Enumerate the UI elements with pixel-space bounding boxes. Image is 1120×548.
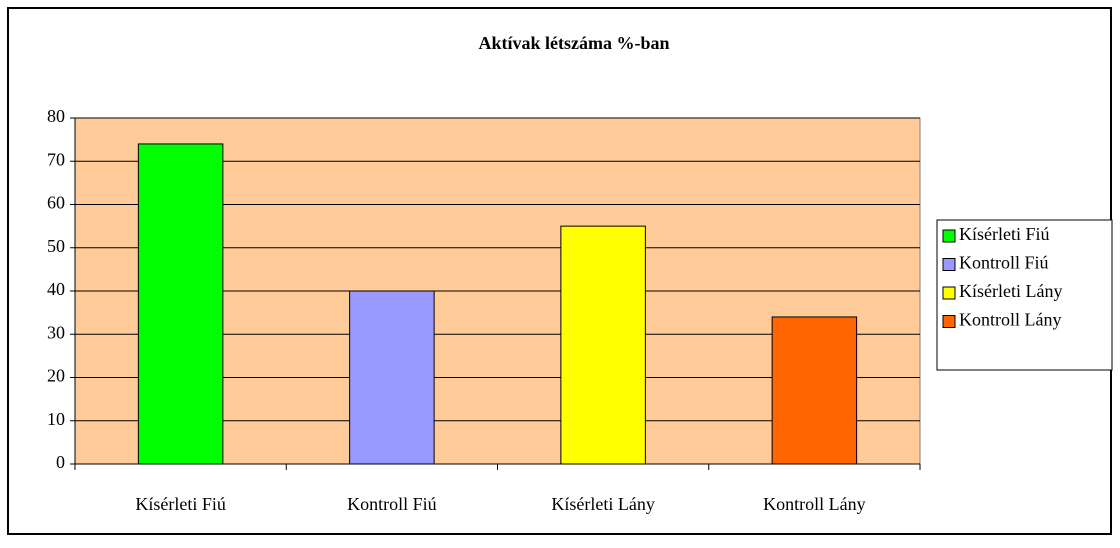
legend-swatch: [942, 315, 956, 328]
bar: [771, 316, 858, 465]
y-tick-label: 50: [47, 236, 65, 256]
y-tick-label: 30: [47, 322, 65, 342]
legend-label: Kísérleti Fiú: [959, 224, 1050, 244]
bar: [349, 290, 435, 465]
legend-label: Kontroll Fiú: [959, 253, 1049, 273]
legend-swatch: [942, 229, 956, 243]
legend-box: [936, 219, 1113, 371]
y-tick-label: 0: [56, 452, 65, 472]
chart-title: Aktívak létszáma %-ban: [478, 33, 669, 53]
x-tick-label: Kísérleti Fiú: [135, 494, 226, 514]
x-tick-label: Kontroll Fiú: [347, 494, 437, 514]
legend-swatch: [942, 258, 956, 271]
legend-swatch: [942, 286, 956, 300]
legend-label: Kontroll Lány: [959, 310, 1061, 330]
bar: [560, 225, 646, 465]
legend-label: Kísérleti Lány: [959, 281, 1062, 301]
y-tick-label: 40: [47, 279, 65, 299]
x-tick-label: Kontroll Lány: [763, 494, 865, 514]
y-tick-label: 60: [47, 193, 65, 213]
y-tick-label: 20: [47, 366, 65, 386]
y-tick-label: 80: [47, 106, 65, 126]
y-tick-label: 10: [47, 409, 65, 429]
bar: [137, 143, 224, 465]
x-tick-label: Kísérleti Lány: [551, 494, 654, 514]
y-tick-label: 70: [47, 149, 65, 169]
